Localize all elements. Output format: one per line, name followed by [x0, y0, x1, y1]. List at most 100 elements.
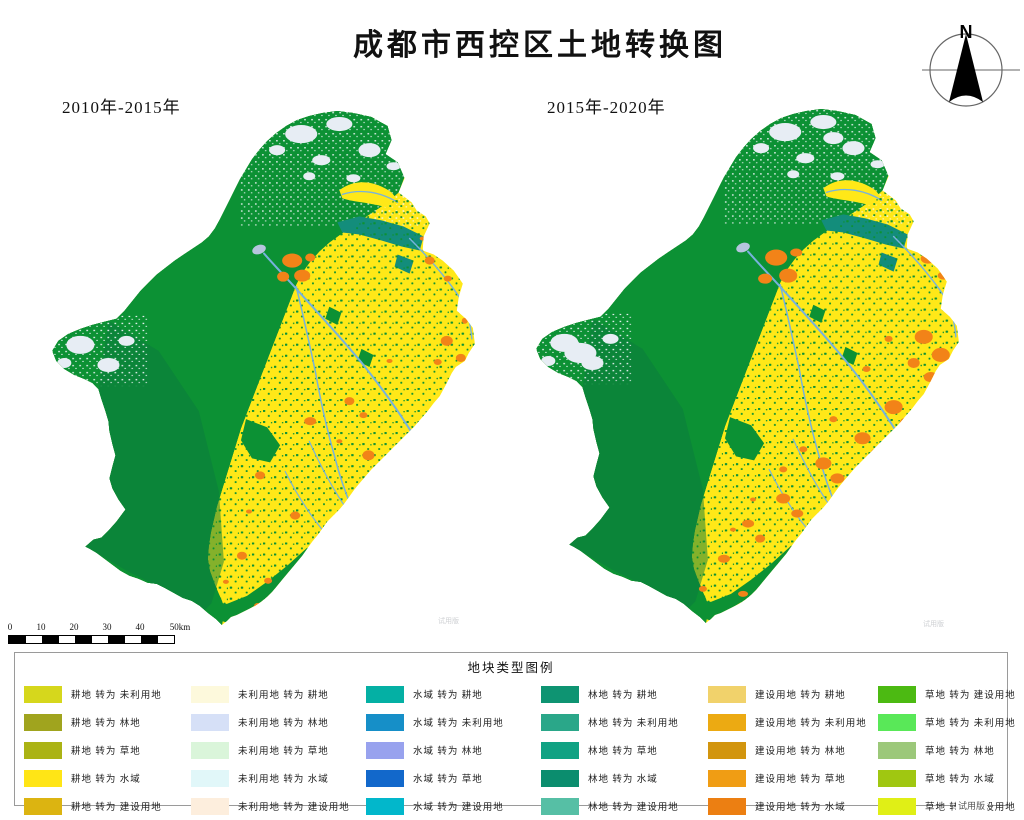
legend-swatch	[878, 769, 916, 787]
legend-item-label: 林地 转为 水域	[588, 775, 658, 785]
legend-swatch	[191, 741, 229, 759]
legend-swatch	[24, 741, 62, 759]
legend-swatch	[24, 797, 62, 815]
legend-swatch	[541, 713, 579, 731]
legend-item-label: 草地 转为 水域	[925, 775, 995, 785]
legend-swatch	[366, 713, 404, 731]
legend-swatch	[191, 769, 229, 787]
legend-column: 耕地 转为 未利用地耕地 转为 林地 耕地 转为 草地 耕地 转为 水域耕地 转为 …	[24, 680, 162, 820]
legend-column: 建设用地 转为 耕地建设用地 转为 未利用地 建设用地 转为 林地 建设用地 转为 …	[708, 680, 867, 820]
map-period-label-2010-2015: 2010年-2015年	[62, 98, 181, 117]
legend-item: 草地 转为 水域	[878, 764, 1016, 792]
legend-item-label: 未利用地 转为 耕地	[238, 691, 329, 701]
legend-item-label: 耕地 转为 林地	[71, 719, 141, 729]
legend-item-label: 草地 转为 建设用地	[925, 691, 1016, 701]
legend-item: 水域 转为 林地	[366, 736, 504, 764]
legend-item: 林地 转为 未利用地	[541, 708, 679, 736]
legend-item-label: 建设用地 转为 水域	[755, 803, 846, 813]
legend-item: 建设用地 转为 草地	[708, 764, 867, 792]
legend-swatch	[878, 741, 916, 759]
legend-item: 草地 转为 林地	[878, 736, 1016, 764]
legend-item: 未利用地 转为 林地	[191, 708, 350, 736]
legend-swatch	[878, 797, 916, 815]
trial-watermark-faint-right: 试用版	[923, 620, 944, 628]
legend-item: 建设用地 转为 未利用地	[708, 708, 867, 736]
legend-item-label: 耕地 转为 水域	[71, 775, 141, 785]
legend-swatch	[708, 741, 746, 759]
scale-tick-20: 20	[69, 622, 79, 632]
legend-swatch	[191, 713, 229, 731]
legend-item-label: 耕地 转为 草地	[71, 747, 141, 757]
legend-column: 未利用地 转为 耕地 未利用地 转为 林地 未利用地 转为 草地 未利用地 转为 水域…	[191, 680, 350, 820]
legend-item-label: 草地 转为 未利用地	[925, 719, 1016, 729]
trial-watermark: 试用版	[956, 799, 988, 812]
north-arrow: N	[922, 22, 1020, 107]
legend-swatch	[541, 741, 579, 759]
legend-item: 林地 转为 耕地	[541, 680, 679, 708]
legend-item-label: 建设用地 转为 耕地	[755, 691, 846, 701]
legend-item-label: 建设用地 转为 林地	[755, 747, 846, 757]
map-period-label-2015-2020: 2015年-2020年	[547, 98, 666, 117]
legend-swatch	[708, 769, 746, 787]
scale-tick-0: 0	[7, 622, 13, 632]
legend-item: 未利用地 转为 草地	[191, 736, 350, 764]
legend-item-label: 未利用地 转为 草地	[238, 747, 329, 757]
legend-column: 水域 转为 耕地水域 转为 未利用地 水域 转为 林地水域 转为 草地水域 转为 …	[366, 680, 504, 820]
legend-item: 林地 转为 草地	[541, 736, 679, 764]
scale-bar: 0 10 20 30 40 50km	[8, 622, 208, 648]
legend-item: 水域 转为 耕地	[366, 680, 504, 708]
legend-item: 林地 转为 水域	[541, 764, 679, 792]
legend-item: 耕地 转为 建设用地	[24, 792, 162, 820]
legend-swatch	[708, 713, 746, 731]
trial-watermark-faint-left: 试用版	[438, 617, 459, 625]
legend-swatch	[541, 685, 579, 703]
legend-swatch	[366, 769, 404, 787]
legend-item: 草地 转为 建设用地	[878, 680, 1016, 708]
legend-item-label: 未利用地 转为 建设用地	[238, 803, 350, 813]
scale-tick-10: 10	[36, 622, 46, 632]
legend-item-label: 草地 转为 林地	[925, 747, 995, 757]
legend-swatch	[541, 769, 579, 787]
legend-swatch	[366, 797, 404, 815]
legend-swatch	[24, 685, 62, 703]
legend-item: 建设用地 转为 水域	[708, 792, 867, 820]
legend-item-label: 水域 转为 未利用地	[413, 719, 504, 729]
legend-item: 耕地 转为 林地	[24, 708, 162, 736]
legend-swatch	[191, 685, 229, 703]
legend-item: 耕地 转为 草地	[24, 736, 162, 764]
legend-item-label: 林地 转为 草地	[588, 747, 658, 757]
legend-item: 建设用地 转为 林地	[708, 736, 867, 764]
legend-item: 水域 转为 草地	[366, 764, 504, 792]
legend-item-label: 耕地 转为 建设用地	[71, 803, 162, 813]
legend-item: 草地 转为 建设用地	[878, 792, 1016, 820]
legend-item: 耕地 转为 未利用地	[24, 680, 162, 708]
legend-swatch	[708, 797, 746, 815]
legend-item-label: 水域 转为 耕地	[413, 691, 483, 701]
legend-swatch	[708, 685, 746, 703]
legend-item: 水域 转为 未利用地	[366, 708, 504, 736]
legend-item-label: 水域 转为 建设用地	[413, 803, 504, 813]
legend-item: 水域 转为 建设用地	[366, 792, 504, 820]
legend-item-label: 建设用地 转为 未利用地	[755, 719, 867, 729]
legend-swatch	[191, 797, 229, 815]
legend-item-label: 林地 转为 建设用地	[588, 803, 679, 813]
legend-item: 林地 转为 建设用地	[541, 792, 679, 820]
legend-swatch	[878, 713, 916, 731]
legend-title: 地块类型图例	[467, 661, 555, 675]
extra-snow-patches	[564, 132, 844, 363]
page-title: 成都市西控区土地转换图	[353, 29, 727, 62]
legend-box: 地块类型图例 耕地 转为 未利用地耕地 转为 林地 耕地 转为 草地 耕地 转为 水…	[14, 652, 1015, 815]
legend-swatch	[541, 797, 579, 815]
legend-item-label: 建设用地 转为 草地	[755, 775, 846, 785]
scale-tick-30: 30	[102, 622, 112, 632]
legend-item-label: 未利用地 转为 林地	[238, 719, 329, 729]
legend-swatch	[366, 685, 404, 703]
north-arrow-needle-icon	[949, 34, 983, 102]
legend-item-label: 水域 转为 林地	[413, 747, 483, 757]
legend-column: 林地 转为 耕地 林地 转为 未利用地林地 转为 草地 林地 转为 水域林地 转为 …	[541, 680, 679, 820]
map-2010-2015	[8, 110, 490, 632]
legend-item-label: 未利用地 转为 水域	[238, 775, 329, 785]
legend-item: 草地 转为 未利用地	[878, 708, 1016, 736]
legend-item: 未利用地 转为 建设用地	[191, 792, 350, 820]
legend-item: 耕地 转为 水域	[24, 764, 162, 792]
